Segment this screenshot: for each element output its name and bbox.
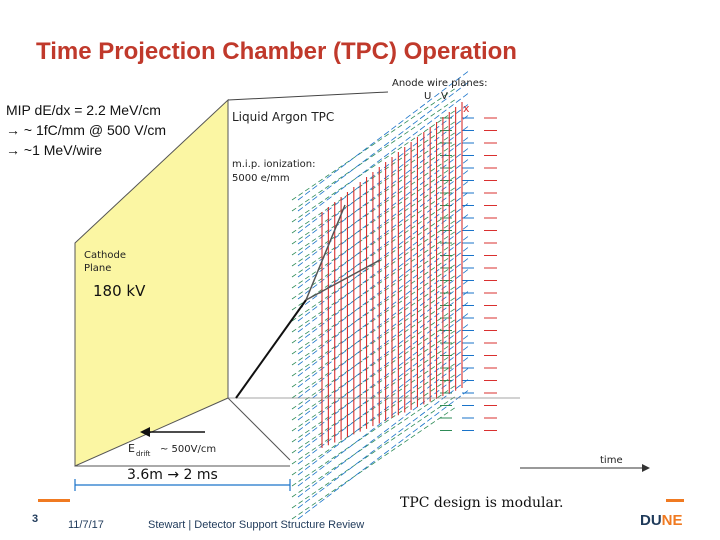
time-label: time xyxy=(600,455,623,466)
wire-u xyxy=(291,175,457,289)
wire-v xyxy=(297,344,471,476)
voltage-label: 180 kV xyxy=(93,282,146,300)
wire-u xyxy=(291,329,457,443)
wire-v xyxy=(297,278,471,410)
wire-u xyxy=(291,274,457,388)
wire-v xyxy=(297,223,471,355)
dune-logo: DUNE xyxy=(640,512,683,529)
wire-u xyxy=(291,241,457,355)
cathode-label-1: Cathode xyxy=(84,250,126,261)
wire-u xyxy=(291,153,457,267)
wire-v xyxy=(297,355,471,487)
wire-u xyxy=(291,87,457,201)
box-top-edge xyxy=(227,91,389,101)
track-projection xyxy=(305,204,346,301)
wire-u xyxy=(291,120,457,234)
box-bottom-edge xyxy=(227,397,291,461)
wire-u xyxy=(291,186,457,300)
track-projection-b xyxy=(305,259,381,301)
ionization-value: 5000 e/mm xyxy=(232,173,290,184)
cathode-plane xyxy=(74,98,229,467)
wire-plane-x xyxy=(321,102,497,448)
footer-accent-left xyxy=(38,499,70,502)
wire-u xyxy=(291,340,457,454)
edrift-sub: drift xyxy=(136,450,151,458)
wire-u xyxy=(291,285,457,399)
wire-v xyxy=(297,201,471,333)
time-arrow-head xyxy=(642,464,650,472)
wire-u xyxy=(291,318,457,432)
wire-u xyxy=(291,164,457,278)
mip-line-2: → ~ 1fC/mm @ 500 V/cm xyxy=(6,122,167,138)
wire-v xyxy=(297,322,471,454)
wire-u xyxy=(291,252,457,366)
wire-plane-v xyxy=(297,69,474,520)
mip-text-block: MIP dE/dx = 2.2 MeV/cm → ~ 1fC/mm @ 500 … xyxy=(6,100,166,160)
modular-note: TPC design is modular. xyxy=(400,495,564,511)
edrift-value: ~ 500V/cm xyxy=(160,444,216,455)
ionization-label: m.i.p. ionization: xyxy=(232,159,316,170)
particle-track xyxy=(235,299,307,399)
wire-u xyxy=(291,197,457,311)
plane-u-label: U xyxy=(424,91,431,102)
footer-text: Stewart | Detector Support Structure Rev… xyxy=(148,519,365,531)
wire-u xyxy=(291,109,457,223)
wire-u xyxy=(291,142,457,256)
wire-v xyxy=(297,311,471,443)
wire-v xyxy=(297,212,471,344)
wire-u xyxy=(291,373,457,487)
wire-u xyxy=(291,384,457,498)
wire-u xyxy=(291,351,457,465)
wire-u xyxy=(291,406,457,520)
wire-v xyxy=(297,300,471,432)
wire-v xyxy=(297,333,471,465)
wire-u xyxy=(291,230,457,344)
wire-v xyxy=(297,234,471,366)
wire-u xyxy=(291,296,457,410)
anode-label: Anode wire planes: xyxy=(392,78,487,89)
wire-u xyxy=(291,362,457,476)
wire-u xyxy=(291,263,457,377)
wire-u xyxy=(291,98,457,212)
wire-v xyxy=(297,113,471,245)
footer-accent-right xyxy=(666,499,684,502)
wire-v xyxy=(297,245,471,377)
plane-x-label: x xyxy=(463,102,470,115)
edrift-label: E xyxy=(128,442,135,455)
wire-u xyxy=(291,219,457,333)
wire-v xyxy=(297,168,471,300)
footer-date: 11/7/17 xyxy=(68,519,104,531)
mip-line-1: MIP dE/dx = 2.2 MeV/cm xyxy=(6,102,161,118)
wire-v xyxy=(297,124,471,256)
distance-label: 3.6m → 2 ms xyxy=(127,467,218,483)
cathode-label-2: Plane xyxy=(84,263,111,274)
mip-line-3: → ~1 MeV/wire xyxy=(6,142,103,158)
wire-u xyxy=(291,395,457,509)
wire-u xyxy=(291,208,457,322)
logo-part-a: DU xyxy=(640,512,662,529)
slide-title: Time Projection Chamber (TPC) Operation xyxy=(36,38,517,65)
wire-v xyxy=(297,377,471,509)
wire-v xyxy=(297,135,471,267)
wire-plane-u xyxy=(291,87,457,520)
wire-u xyxy=(291,307,457,421)
tpc-label: Liquid Argon TPC xyxy=(232,110,334,124)
wire-v xyxy=(297,366,471,498)
edrift-arrow-head xyxy=(140,427,150,437)
plane-v-label: V xyxy=(441,91,448,102)
logo-part-b: NE xyxy=(661,512,683,529)
wire-u xyxy=(291,131,457,245)
page-number: 3 xyxy=(32,513,39,525)
wire-v xyxy=(297,267,471,399)
